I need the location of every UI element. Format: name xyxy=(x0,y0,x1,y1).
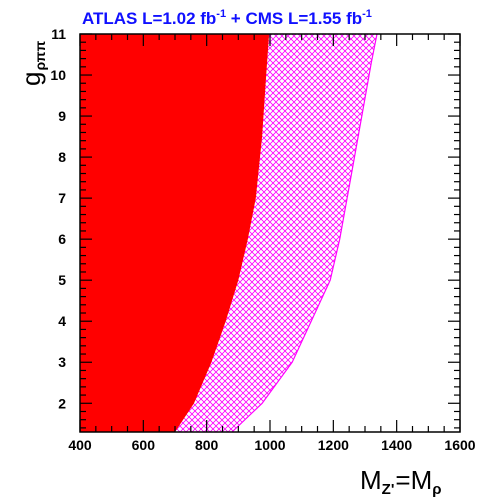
x-tick-labels: 400 600 800 1000 1200 1400 1600 xyxy=(68,437,475,453)
hatched-exclusion-boundary xyxy=(231,34,378,432)
y-tick-label: 11 xyxy=(51,26,66,42)
chart-title: ATLAS L=1.02 fb-1 + CMS L=1.55 fb-1 xyxy=(82,8,372,28)
x-tick-label: 600 xyxy=(132,437,156,453)
x-tick-label: 1000 xyxy=(254,437,285,453)
axis-ticks xyxy=(79,33,461,432)
y-tick-label: 7 xyxy=(58,190,66,206)
y-tick-label: 5 xyxy=(58,272,66,288)
y-tick-label: 6 xyxy=(58,231,66,247)
y-tick-label: 9 xyxy=(58,108,66,124)
y-tick-labels: 2 3 4 5 6 7 8 9 10 11 xyxy=(50,26,66,411)
x-axis-label: MZ'=Mρ xyxy=(360,465,442,498)
x-tick-label: 1200 xyxy=(318,437,349,453)
solid-exclusion-area xyxy=(80,34,270,432)
y-axis-label: gρππ xyxy=(16,41,48,86)
x-tick-label: 800 xyxy=(195,437,219,453)
x-tick-label: 400 xyxy=(68,437,92,453)
y-tick-label: 3 xyxy=(58,354,66,370)
y-tick-label: 2 xyxy=(58,395,66,411)
y-tick-label: 4 xyxy=(58,313,66,329)
y-tick-label: 8 xyxy=(58,149,66,165)
x-tick-label: 1400 xyxy=(381,437,412,453)
y-tick-label: 10 xyxy=(50,67,66,83)
x-tick-label: 1600 xyxy=(444,437,475,453)
